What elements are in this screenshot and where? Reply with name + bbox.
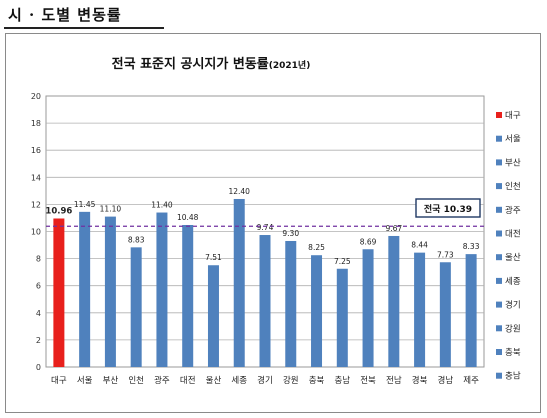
data-label: 11.10	[100, 205, 122, 214]
legend-label: 충북	[505, 348, 521, 358]
legend-swatch	[496, 301, 502, 308]
bar	[233, 198, 245, 367]
legend-swatch	[496, 135, 502, 142]
legend-label: 경기	[505, 300, 521, 311]
x-tick-label: 대구	[51, 376, 67, 386]
legend-label: 대구	[505, 111, 521, 121]
bar	[53, 218, 65, 367]
legend-swatch	[496, 159, 502, 166]
x-tick-label: 충북	[309, 376, 325, 386]
national-average-box	[415, 198, 481, 218]
bar	[465, 254, 477, 367]
bar	[156, 212, 168, 367]
data-label: 8.69	[360, 237, 377, 246]
legend-swatch	[496, 230, 502, 237]
chart-title-main: 전국 표준지 공시지가 변동률	[112, 56, 269, 72]
section-title-underline	[4, 27, 164, 29]
x-tick-label: 전남	[386, 375, 402, 386]
data-label: 8.25	[308, 243, 325, 252]
x-tick-label: 울산	[206, 375, 222, 386]
bar	[104, 216, 116, 367]
y-tick-label: 12	[31, 200, 41, 209]
data-label: 8.44	[411, 241, 428, 250]
section-title: 시 · 도별 변동률	[8, 6, 122, 24]
y-tick-label: 8	[36, 255, 41, 264]
x-tick-label: 부산	[103, 375, 119, 386]
y-tick-label: 10	[31, 228, 41, 237]
bar	[285, 240, 297, 367]
x-tick-label: 광주	[154, 375, 170, 386]
data-label: 9.74	[257, 223, 274, 232]
x-tick-label: 세종	[231, 376, 247, 386]
data-label: 8.83	[128, 235, 145, 244]
legend-label: 인천	[505, 181, 521, 192]
legend-label: 강원	[505, 323, 521, 334]
x-tick-label: 경기	[257, 375, 273, 386]
x-tick-label: 강원	[283, 375, 299, 386]
legend-swatch	[496, 254, 502, 261]
bar	[259, 235, 271, 367]
y-tick-label: 20	[31, 92, 41, 101]
legend-swatch	[496, 206, 502, 213]
y-tick-label: 14	[31, 173, 41, 182]
data-label: 7.51	[205, 253, 222, 262]
data-label: 9.67	[385, 224, 402, 233]
y-tick-label: 2	[36, 336, 41, 345]
data-label: 8.33	[463, 242, 480, 251]
bar	[388, 235, 400, 367]
bar	[336, 268, 348, 367]
legend-label: 광주	[505, 205, 521, 216]
data-label: 9.30	[282, 229, 299, 238]
chart-title-year: (2021년)	[269, 59, 311, 71]
legend-label: 세종	[505, 277, 521, 287]
bar	[79, 211, 91, 367]
data-label: 11.40	[151, 201, 173, 210]
bar	[311, 255, 323, 367]
data-label: 10.96	[45, 206, 72, 216]
legend-swatch	[496, 183, 502, 190]
x-tick-label: 서울	[77, 376, 93, 386]
chart-frame: 전국 표준지 공시지가 변동률(2021년) 0 2 4 6 8 10 12 14 16 18 20 1…	[5, 33, 541, 413]
legend-swatch	[496, 372, 502, 379]
chart-title: 전국 표준지 공시지가 변동률(2021년)	[112, 56, 311, 72]
bar	[439, 262, 451, 367]
legend-swatch	[496, 349, 502, 355]
x-tick-label: 제주	[463, 376, 479, 386]
legend-swatch	[496, 325, 502, 332]
x-tick-label: 충남	[334, 376, 350, 386]
data-label: 11.45	[74, 200, 96, 209]
data-label: 10.48	[177, 213, 199, 222]
bar	[362, 249, 374, 367]
y-tick-label: 6	[36, 282, 41, 291]
legend-label: 서울	[505, 135, 521, 145]
legend-swatch	[496, 112, 502, 118]
data-label: 7.73	[437, 250, 454, 259]
y-tick-label: 16	[31, 146, 41, 155]
bar	[207, 265, 219, 367]
national-average-label: 전국 10.39	[424, 203, 472, 215]
y-tick-label: 4	[36, 309, 41, 318]
legend-label: 대전	[505, 229, 521, 240]
legend-label: 울산	[505, 252, 521, 263]
x-tick-label: 인천	[128, 375, 144, 386]
x-tick-label: 경남	[438, 375, 454, 386]
y-tick-label: 0	[36, 363, 41, 372]
y-tick-label: 18	[31, 119, 41, 128]
bar	[182, 224, 194, 367]
legend-swatch	[496, 277, 502, 284]
legend-label: 부산	[505, 157, 521, 168]
data-label: 12.40	[228, 187, 250, 196]
x-tick-label: 경북	[412, 375, 428, 386]
legend-label: 충남	[505, 372, 521, 382]
x-tick-label: 전북	[360, 375, 376, 386]
data-label: 7.25	[334, 257, 351, 266]
bar	[414, 252, 426, 367]
x-tick-label: 대전	[180, 375, 196, 386]
bar	[130, 247, 142, 367]
bar-chart: 전국 표준지 공시지가 변동률(2021년) 0 2 4 6 8 10 12 14 16 18 20 1…	[31, 56, 521, 386]
